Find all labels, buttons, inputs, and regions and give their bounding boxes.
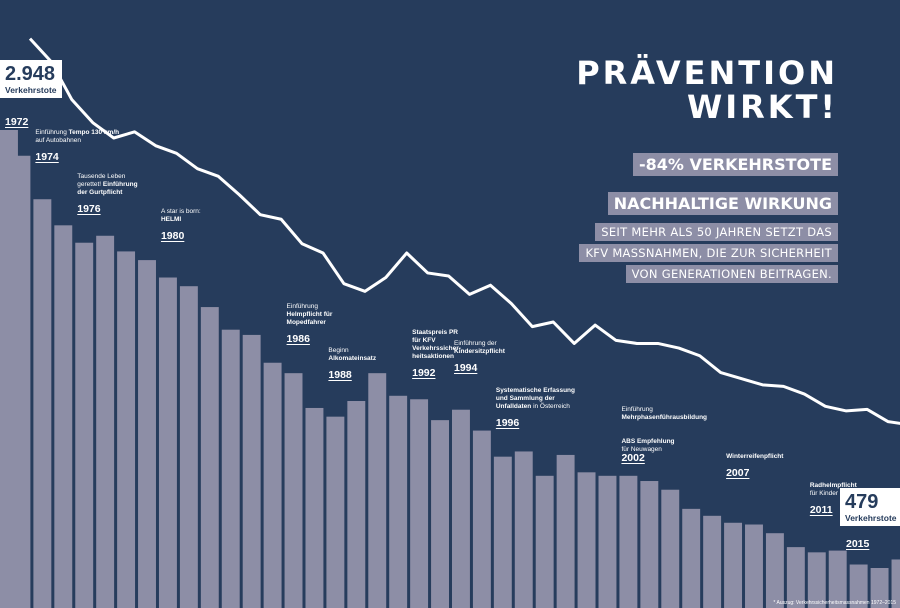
subtext-line-3: VON GENERATIONEN BEITRAGEN.	[625, 265, 838, 283]
area-bar-1998	[535, 475, 554, 608]
milestone-year-2002: 2002	[621, 451, 645, 464]
milestone-year-1980: 1980	[160, 229, 185, 242]
area-bar-1997	[514, 451, 533, 608]
start-value-number: 2.948	[5, 63, 56, 85]
area-layer	[0, 130, 900, 608]
milestone-text-2002: Einführung Mehrphasenführausbildung ABS Em…	[621, 405, 708, 453]
milestone-year-2007: 2007	[726, 466, 750, 479]
area-bar-1980	[158, 277, 177, 608]
area-bar-2000	[577, 472, 596, 608]
end-value-number: 479	[845, 491, 879, 513]
area-bar-1978	[117, 251, 136, 608]
reduction-tag: -84% VERKEHRSTOTE	[632, 153, 838, 176]
start-value-label: Verkehrstote	[5, 85, 57, 95]
area-bar-1988	[326, 416, 345, 608]
area-bar-2001	[598, 475, 617, 608]
milestone-text-1980: A star is born: HELMI	[160, 207, 201, 223]
area-bar-2013	[849, 564, 868, 608]
area-bar-1977	[96, 235, 115, 608]
trend-line	[28, 37, 900, 425]
subtext-line-1: SEIT MEHR ALS 50 JAHREN SETZT DAS	[595, 223, 838, 241]
area-bar-1979	[138, 260, 156, 608]
area-bar-2015	[891, 559, 900, 608]
milestone-text-2011: Radhelmpflicht für Kinder	[809, 482, 857, 498]
milestone-year-1996: 1996	[495, 416, 520, 429]
area-bar-1990	[368, 373, 387, 608]
area-bar-1995	[472, 430, 491, 608]
area-bar-2010	[786, 547, 805, 608]
milestone-year-1976: 1976	[77, 202, 101, 215]
area-bar-1993	[431, 420, 449, 608]
milestone-year-1992: 1992	[412, 367, 436, 380]
area-bar-2004	[661, 489, 680, 608]
headline-line1: PRÄVENTION	[576, 54, 838, 92]
area-bar-2003	[640, 481, 659, 608]
area-bar-1986	[284, 373, 303, 608]
area-bar-2008	[745, 524, 763, 608]
milestone-text-1986: Einführung Helmpflicht für Mopedfahrer	[286, 303, 333, 327]
area-bar-1987	[305, 407, 324, 608]
area-bar-2005	[682, 508, 701, 608]
area-bar-2011	[807, 552, 826, 608]
area-bar-1994	[452, 409, 470, 608]
milestone-year-2011: 2011	[809, 504, 833, 517]
area-bar-1991	[389, 395, 408, 608]
milestone-text-1988: Beginn Alkomateinsatz	[328, 346, 377, 362]
area-bar-2006	[703, 515, 722, 608]
area-bar-2009	[765, 533, 784, 608]
end-value-box: 479 Verkehrstote	[840, 488, 900, 526]
start-year: 1972	[5, 116, 29, 128]
area-bar-1996	[493, 456, 512, 608]
area-bar-2002	[619, 475, 638, 608]
line-layer	[28, 37, 900, 425]
area-bar-1983	[221, 329, 240, 608]
milestone-year-1974: 1974	[35, 151, 59, 164]
milestone-text-1974: Einführung Tempo 130 km/h auf Autobahnen	[35, 129, 120, 145]
milestone-year-1988: 1988	[328, 368, 352, 381]
area-bar-1973	[12, 155, 31, 608]
headline-line2: WIRKT!	[686, 88, 838, 126]
area-bar-1974	[33, 199, 52, 608]
milestone-text-1992: Staatspreis PR für KFV Verkehrssicher-heit…	[412, 329, 461, 361]
milestone-year-1986: 1986	[286, 333, 310, 346]
area-bar-2012	[828, 550, 847, 608]
area-bar-1976	[75, 242, 94, 608]
area-bar-1985	[263, 362, 282, 608]
area-bar-2014	[870, 567, 889, 608]
area-bar-1975	[54, 225, 73, 608]
milestone-text-1996: Systematische Erfassung und Sammlung der U…	[495, 386, 575, 410]
milestone-year-1994: 1994	[454, 361, 478, 374]
area-bar-1999	[556, 454, 575, 608]
area-bar-1981	[179, 286, 198, 608]
area-bar-1984	[242, 334, 261, 608]
start-value-box: 2.948 Verkehrstote	[0, 60, 62, 98]
area-bar-1982	[200, 307, 219, 608]
area-bar-1989	[347, 401, 366, 608]
area-bar-2007	[724, 522, 743, 608]
subtext-line-2: KFV MASSNAHMEN, DIE ZUR SICHERHEIT	[579, 244, 838, 262]
milestone-text-1976: Tausende Leben gerettet! Einführung der Gu…	[77, 172, 138, 196]
area-bar-1992	[410, 399, 429, 608]
end-year: 2015	[846, 538, 870, 550]
footnote: * Auszug: Verkehrssicherheitsmassnahmen …	[773, 600, 896, 606]
end-value-label: Verkehrstote	[845, 513, 897, 523]
milestone-text-1994: Einführung der Kindersitzpflicht	[454, 339, 505, 355]
effect-tag: NACHHALTIGE WIRKUNG	[607, 192, 838, 215]
milestone-text-2007: Winterreifenpflicht	[726, 452, 784, 460]
